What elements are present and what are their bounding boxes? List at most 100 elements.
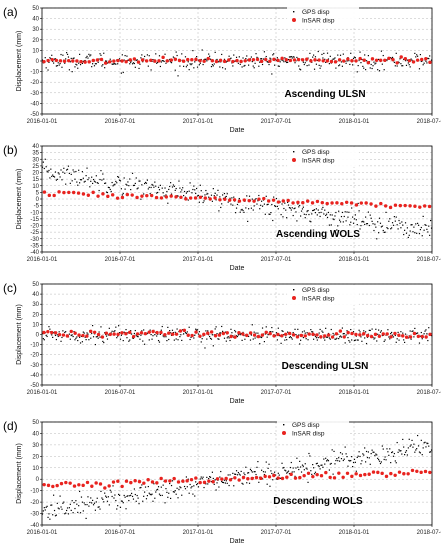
- gps-point: [378, 217, 381, 219]
- insar-point: [280, 334, 284, 338]
- insar-point: [169, 194, 173, 198]
- insar-point: [365, 333, 370, 338]
- gps-point: [390, 462, 392, 464]
- gps-point: [305, 338, 307, 340]
- gps-point: [180, 334, 182, 336]
- x-tick-label: 2018-01-01: [339, 119, 370, 125]
- gps-point: [145, 182, 148, 184]
- gps-point: [337, 460, 339, 462]
- gps-point: [172, 491, 174, 493]
- gps-point: [274, 205, 277, 207]
- gps-point: [286, 61, 288, 64]
- insar-point: [424, 335, 428, 339]
- gps-point: [148, 186, 150, 188]
- gps-point: [249, 339, 252, 341]
- gps-point: [367, 211, 369, 213]
- gps-point: [399, 450, 401, 452]
- gps-point: [406, 59, 408, 61]
- gps-point: [193, 67, 195, 69]
- gps-point: [245, 466, 247, 468]
- insar-point: [381, 332, 385, 336]
- y-tick-label: 40: [32, 17, 39, 23]
- insar-point: [147, 330, 151, 334]
- insar-point: [337, 471, 341, 475]
- gps-point: [398, 62, 400, 64]
- gps-point: [62, 54, 64, 56]
- gps-point: [390, 57, 392, 59]
- gps-point: [157, 339, 160, 342]
- insar-point: [377, 334, 382, 339]
- gps-point: [108, 504, 110, 506]
- insar-point: [411, 60, 416, 64]
- insar-point: [257, 197, 261, 201]
- gps-point: [405, 450, 408, 452]
- y-tick-label: -25: [30, 230, 39, 236]
- gps-point: [268, 63, 270, 66]
- insar-point: [83, 60, 87, 64]
- insar-point: [315, 333, 319, 337]
- gps-point: [409, 230, 411, 232]
- gps-point: [69, 503, 71, 505]
- gps-point: [197, 333, 200, 335]
- gps-point: [86, 332, 88, 334]
- gps-point: [319, 67, 321, 69]
- gps-point: [211, 334, 213, 336]
- gps-point: [338, 457, 340, 459]
- gps-point: [410, 58, 412, 60]
- gps-point: [196, 483, 198, 486]
- gps-point: [415, 223, 417, 225]
- gps-point: [243, 472, 245, 474]
- gps-point: [367, 55, 369, 57]
- gps-point: [134, 182, 136, 185]
- gps-point: [257, 460, 259, 463]
- gps-point: [294, 207, 296, 209]
- insar-point: [155, 330, 159, 335]
- insar-point: [96, 194, 100, 198]
- gps-point: [365, 60, 368, 62]
- gps-point: [349, 341, 351, 343]
- gps-point: [299, 68, 301, 70]
- gps-point: [142, 61, 144, 63]
- gps-point: [222, 481, 224, 483]
- gps-point: [419, 452, 421, 454]
- insar-point: [326, 333, 331, 337]
- gps-point: [54, 334, 57, 337]
- insar-point: [94, 481, 98, 485]
- insar-point: [384, 474, 389, 479]
- gps-point: [232, 335, 234, 337]
- gps-point: [416, 54, 418, 56]
- gps-point: [346, 211, 348, 213]
- gps-point: [179, 336, 181, 338]
- gps-point: [219, 332, 221, 334]
- gps-point: [397, 228, 399, 230]
- gps-point: [56, 334, 58, 336]
- gps-point: [147, 188, 149, 190]
- insar-point: [136, 60, 141, 64]
- gps-point: [427, 339, 429, 342]
- panel-label: (c): [3, 281, 17, 295]
- gps-point: [175, 187, 177, 190]
- x-tick-label: 2017-07-01: [261, 390, 292, 396]
- gps-point: [418, 68, 421, 70]
- y-axis-title: Displacement (mm): [16, 31, 23, 92]
- gps-point: [183, 194, 185, 197]
- gps-point: [372, 223, 374, 225]
- gps-point: [66, 52, 68, 54]
- gps-point: [297, 328, 299, 330]
- gps-point: [369, 463, 371, 465]
- insar-point: [176, 480, 181, 484]
- gps-point: [321, 208, 323, 210]
- legend-label-insar: InSAR disp: [292, 431, 325, 438]
- gps-point: [267, 61, 269, 63]
- gps-point: [131, 492, 133, 494]
- gps-point: [159, 184, 161, 186]
- insar-point: [227, 198, 232, 202]
- gps-point: [281, 203, 283, 205]
- gps-point: [122, 192, 124, 195]
- y-tick-label: 20: [32, 312, 39, 318]
- insar-point: [140, 194, 144, 198]
- gps-point: [50, 168, 52, 170]
- gps-point: [226, 482, 228, 484]
- gps-point: [122, 339, 124, 342]
- gps-point: [416, 448, 418, 450]
